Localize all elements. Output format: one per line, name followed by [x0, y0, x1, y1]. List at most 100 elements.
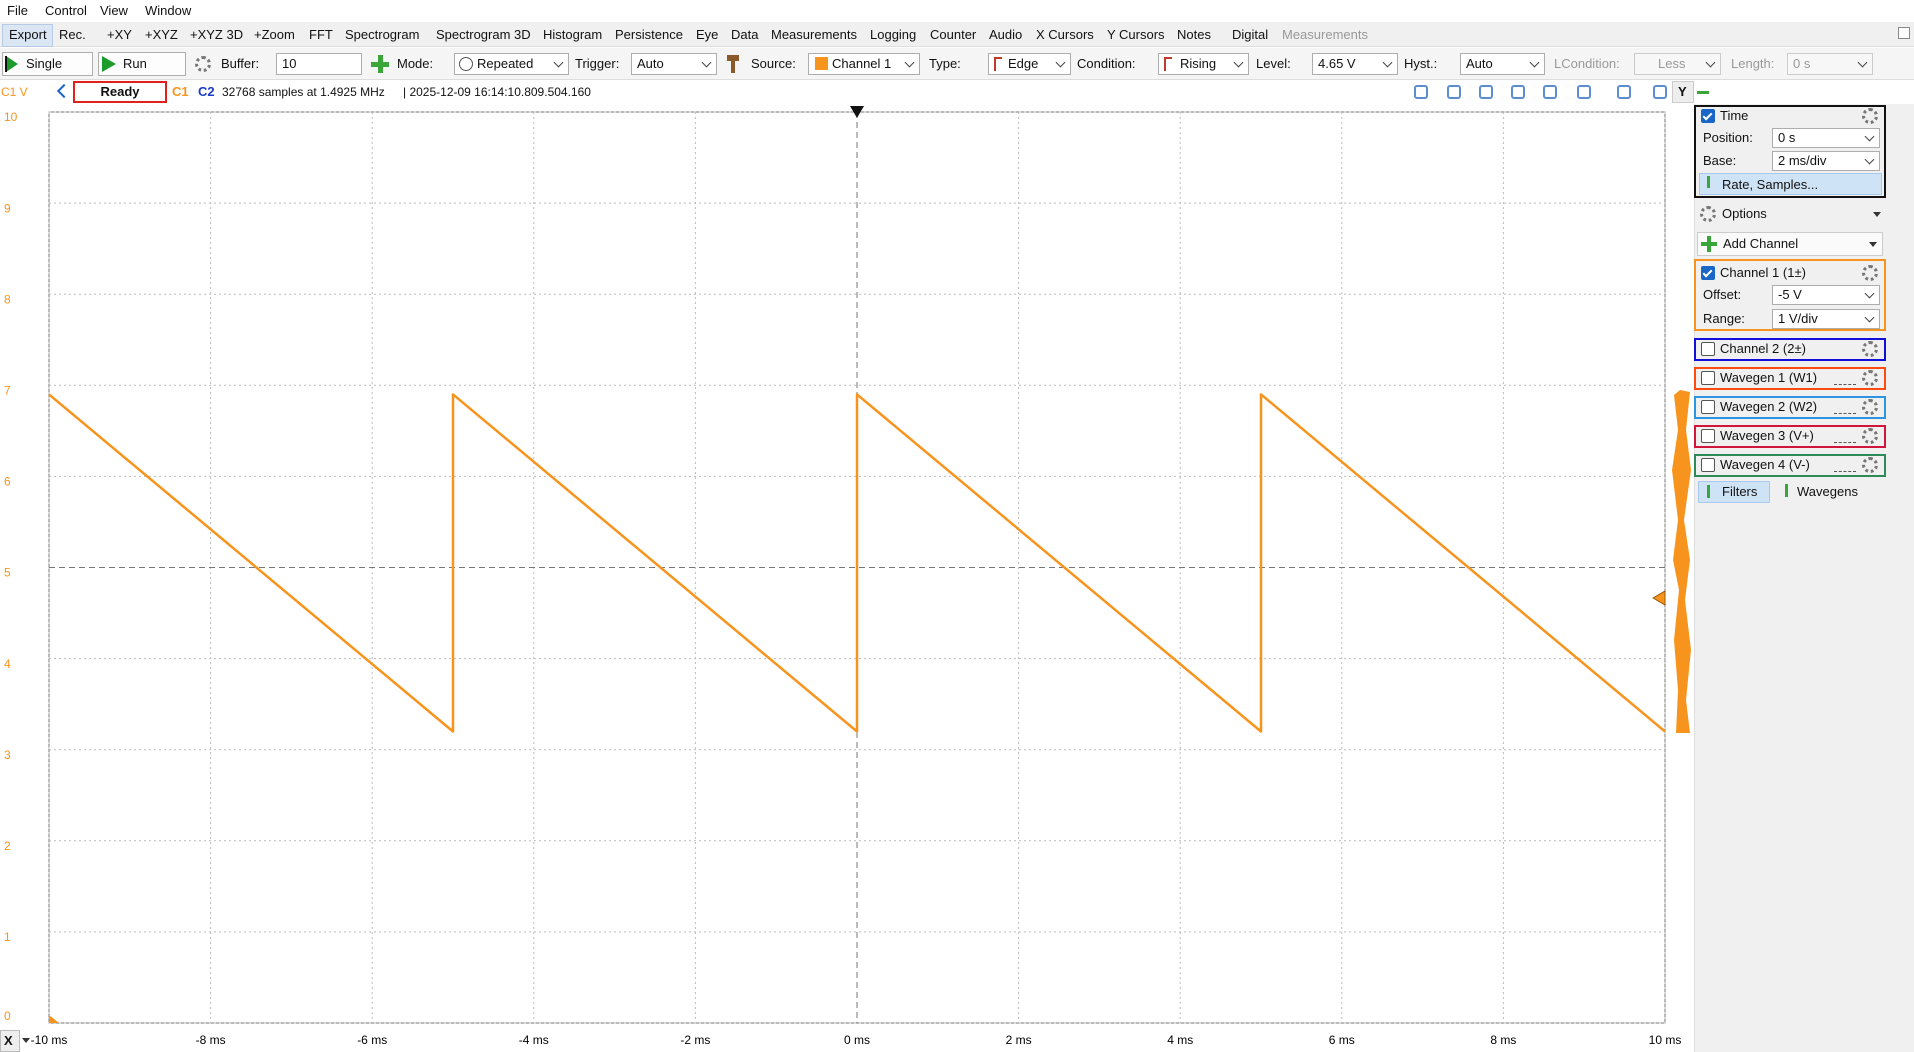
tab[interactable]: Export	[9, 27, 47, 42]
settings-icon[interactable]	[1862, 265, 1878, 281]
dropdown[interactable]	[1312, 53, 1398, 75]
checkbox[interactable]	[1701, 371, 1715, 385]
tab[interactable]: X Cursors	[1036, 27, 1094, 42]
plot-tool-icon[interactable]	[1577, 85, 1591, 99]
field-label: Condition:	[1077, 56, 1136, 71]
field-label: Trigger:	[575, 56, 620, 71]
dropdown-value: Edge	[1008, 56, 1039, 71]
tab[interactable]: Digital	[1232, 27, 1269, 42]
plot-tool-icon[interactable]	[1479, 85, 1493, 99]
trigger-level-marker	[1652, 590, 1666, 606]
checkbox[interactable]	[1701, 266, 1715, 280]
tab[interactable]: Rec.	[59, 27, 86, 42]
plot-tool-icon[interactable]	[1617, 85, 1631, 99]
tab[interactable]: +Zoom	[254, 27, 295, 42]
plot-tool-icon[interactable]	[1511, 85, 1525, 99]
mode-dropdown[interactable]	[1834, 371, 1856, 385]
settings-icon[interactable]	[195, 56, 211, 72]
menu-item[interactable]: Control	[45, 3, 87, 18]
trigger-position-marker	[850, 106, 864, 118]
channel-group	[1694, 367, 1886, 390]
acquisition-state: Ready	[100, 84, 140, 99]
tab[interactable]: Spectrogram	[345, 27, 420, 42]
dropdown[interactable]	[1460, 53, 1545, 75]
group-title: Channel 1 (1±)	[1720, 265, 1806, 280]
x-tick-label: -2 ms	[680, 1033, 710, 1047]
down-arrow	[1707, 485, 1710, 498]
checkbox[interactable]	[1701, 458, 1715, 472]
dropdown[interactable]	[1158, 53, 1249, 75]
dropdown-value: Channel 1	[832, 56, 892, 71]
tab[interactable]: Logging	[870, 27, 917, 42]
section-title[interactable]: Options	[1722, 206, 1767, 221]
tab[interactable]: Spectrogram 3D	[436, 27, 531, 42]
channel-tag[interactable]: C1	[172, 84, 189, 99]
edge-icon	[994, 57, 1002, 71]
button-label: Rate, Samples...	[1722, 177, 1819, 192]
tab[interactable]: +XYZ 3D	[190, 27, 244, 42]
settings-icon[interactable]	[1862, 108, 1878, 124]
dropdown[interactable]	[808, 53, 920, 75]
y-button[interactable]	[1672, 81, 1694, 103]
settings-icon[interactable]	[1700, 206, 1716, 222]
add-channel-button[interactable]	[1697, 232, 1883, 256]
mode-dropdown[interactable]	[1834, 400, 1856, 414]
plot-tool-icon[interactable]	[1543, 85, 1557, 99]
tab[interactable]: +XY	[107, 27, 132, 42]
plot-tool-icon[interactable]	[1414, 85, 1428, 99]
checkbox[interactable]	[1701, 400, 1715, 414]
settings-icon[interactable]	[1862, 428, 1878, 444]
hammer-icon	[731, 61, 735, 73]
rate-button[interactable]	[1699, 173, 1882, 195]
settings-icon[interactable]	[1862, 457, 1878, 473]
checkbox[interactable]	[1701, 109, 1715, 123]
menu-item[interactable]: Window	[145, 3, 192, 18]
plot-tool-icon[interactable]	[1447, 85, 1461, 99]
dropdown[interactable]	[1772, 128, 1880, 148]
axis-unit-label: C1 V	[1, 85, 28, 99]
dropdown[interactable]	[1772, 309, 1880, 329]
mode-dropdown[interactable]	[1834, 429, 1856, 443]
tab[interactable]: Measurements	[1282, 27, 1368, 42]
tab[interactable]: Measurements	[771, 27, 857, 42]
tab[interactable]: Eye	[696, 27, 719, 42]
dropdown[interactable]	[988, 53, 1071, 75]
menu-item[interactable]: View	[100, 3, 128, 18]
dropdown[interactable]	[1787, 53, 1873, 75]
checkbox[interactable]	[1701, 429, 1715, 443]
tab[interactable]: Persistence	[615, 27, 683, 42]
menu-item[interactable]: File	[7, 3, 28, 18]
y-tick-label: 8	[4, 292, 11, 306]
dropdown[interactable]	[1634, 53, 1721, 75]
y-tick-label: 1	[4, 930, 11, 944]
dropdown-value: Auto	[637, 56, 664, 71]
settings-icon[interactable]	[1862, 341, 1878, 357]
caret	[1873, 212, 1881, 217]
settings-icon[interactable]	[1862, 399, 1878, 415]
spin-box[interactable]	[276, 53, 362, 75]
hammer-icon	[727, 55, 739, 61]
play-icon	[102, 56, 116, 72]
channel-group	[1694, 425, 1886, 448]
tab[interactable]: Histogram	[543, 27, 603, 42]
filters-button[interactable]	[1698, 481, 1770, 503]
offset-marker	[49, 1015, 59, 1023]
tab[interactable]: Data	[731, 27, 759, 42]
dropdown[interactable]	[454, 53, 569, 75]
field-label: Position:	[1703, 130, 1753, 145]
tab[interactable]: Counter	[930, 27, 977, 42]
tab[interactable]: Audio	[989, 27, 1023, 42]
dropdown[interactable]	[631, 53, 717, 75]
channel-tag[interactable]: C2	[198, 84, 215, 99]
tab[interactable]: +XYZ	[145, 27, 178, 42]
plot-tool-icon[interactable]	[1653, 85, 1667, 99]
tab[interactable]: FFT	[309, 27, 333, 42]
settings-icon[interactable]	[1862, 370, 1878, 386]
tab[interactable]: Notes	[1177, 27, 1211, 42]
tab[interactable]: Y Cursors	[1107, 27, 1165, 42]
checkbox[interactable]	[1701, 342, 1715, 356]
dropdown[interactable]	[1772, 151, 1880, 171]
button-label[interactable]: Wavegens	[1797, 484, 1858, 499]
dropdown[interactable]	[1772, 285, 1880, 305]
mode-dropdown[interactable]	[1834, 458, 1856, 472]
